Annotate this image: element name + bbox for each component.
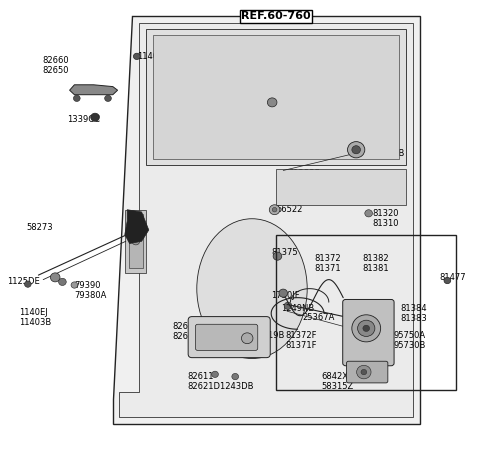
Text: 82620B
82610B: 82620B 82610B: [173, 322, 205, 341]
Text: 1140EJ: 1140EJ: [137, 52, 166, 61]
Text: 81233B: 81233B: [288, 169, 321, 178]
Circle shape: [279, 289, 288, 297]
Ellipse shape: [197, 219, 307, 359]
Polygon shape: [113, 16, 420, 424]
Text: 58273: 58273: [26, 223, 53, 232]
FancyBboxPatch shape: [343, 299, 394, 366]
FancyBboxPatch shape: [188, 317, 270, 358]
Polygon shape: [125, 210, 149, 244]
Text: 81375: 81375: [271, 248, 298, 257]
Text: REF.60-760: REF.60-760: [241, 11, 311, 21]
Circle shape: [363, 325, 370, 331]
Text: 79390
79380A: 79390 79380A: [74, 281, 107, 300]
Text: 95750A
95730B: 95750A 95730B: [394, 331, 426, 350]
Circle shape: [358, 320, 375, 336]
Circle shape: [133, 53, 140, 60]
Circle shape: [71, 282, 78, 288]
Text: 56522: 56522: [276, 205, 302, 214]
Circle shape: [272, 207, 277, 212]
Circle shape: [91, 113, 99, 121]
Text: 81382
81381: 81382 81381: [362, 254, 389, 273]
Polygon shape: [146, 29, 406, 165]
Circle shape: [59, 278, 66, 285]
Polygon shape: [125, 210, 146, 273]
Circle shape: [348, 142, 365, 158]
Text: 82660
82650: 82660 82650: [42, 56, 69, 75]
Circle shape: [444, 277, 451, 284]
Circle shape: [365, 210, 372, 217]
Circle shape: [357, 365, 371, 379]
Circle shape: [241, 333, 253, 344]
Circle shape: [273, 252, 282, 260]
Text: 81477: 81477: [439, 273, 466, 282]
Text: 1125DE: 1125DE: [7, 277, 40, 286]
Text: 6842X
58315Z: 6842X 58315Z: [322, 372, 354, 391]
Polygon shape: [119, 23, 413, 417]
FancyBboxPatch shape: [347, 361, 388, 383]
Polygon shape: [153, 35, 399, 159]
Text: 25367A: 25367A: [302, 313, 335, 322]
Polygon shape: [70, 85, 118, 95]
Circle shape: [212, 371, 218, 377]
Bar: [276, 235, 456, 390]
Circle shape: [24, 281, 31, 287]
Polygon shape: [276, 169, 406, 205]
Text: 82619B: 82619B: [252, 331, 284, 341]
Text: 1140EJ
11403B: 1140EJ 11403B: [19, 308, 51, 327]
Text: 81372F
81371F: 81372F 81371F: [286, 331, 317, 350]
Polygon shape: [129, 214, 143, 268]
Circle shape: [50, 273, 60, 282]
Circle shape: [73, 95, 80, 101]
Circle shape: [352, 315, 381, 342]
Circle shape: [232, 373, 239, 380]
Circle shape: [105, 95, 111, 101]
Text: 1249NB: 1249NB: [281, 304, 314, 313]
Text: 81320
81310: 81320 81310: [372, 209, 398, 228]
Text: 82611
82621D1243DB: 82611 82621D1243DB: [187, 372, 254, 391]
Text: 81384
81383: 81384 81383: [401, 304, 428, 323]
Circle shape: [352, 146, 360, 154]
Text: 81350B: 81350B: [372, 149, 404, 158]
Text: 81372
81371: 81372 81371: [314, 254, 341, 273]
Circle shape: [267, 98, 277, 107]
Circle shape: [284, 302, 292, 309]
Circle shape: [361, 369, 367, 375]
Text: 1339CC: 1339CC: [68, 115, 100, 124]
Text: 1730JF: 1730JF: [271, 291, 300, 300]
FancyBboxPatch shape: [195, 324, 258, 350]
Circle shape: [269, 205, 280, 215]
Text: 84171Z: 84171Z: [281, 99, 313, 108]
Circle shape: [132, 238, 140, 245]
